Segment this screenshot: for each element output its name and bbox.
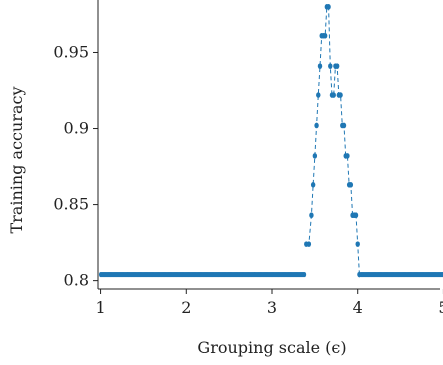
data-point <box>348 182 354 188</box>
axes <box>97 0 440 290</box>
y-tick-label: 0.95 <box>53 42 89 61</box>
y-tick-label: 0.85 <box>53 195 89 214</box>
data-point <box>357 271 362 278</box>
data-point <box>338 92 343 98</box>
data-point <box>317 63 323 69</box>
x-tick-label: 5 <box>438 298 443 317</box>
data-point <box>302 271 307 278</box>
data-point <box>316 92 321 98</box>
data-point <box>334 63 340 69</box>
data-series <box>98 4 443 278</box>
data-point <box>326 4 331 10</box>
data-point <box>312 153 318 159</box>
y-axis-title: Training accuracy <box>7 87 26 234</box>
data-point <box>310 182 316 188</box>
y-tick-label: 0.8 <box>64 271 89 290</box>
data-point <box>328 63 333 69</box>
data-point <box>341 122 347 129</box>
data-point <box>345 153 350 159</box>
data-point <box>322 32 328 39</box>
data-point <box>353 212 359 219</box>
baseline-points-right <box>359 271 443 278</box>
data-point <box>314 122 319 129</box>
data-point <box>309 212 314 219</box>
y-tick-label: 0.9 <box>64 119 89 138</box>
ticks: 1 2 3 4 5 0.8 0.85 0.9 0.95 <box>53 42 443 317</box>
series-line <box>306 6 360 275</box>
baseline-points-left <box>98 271 307 278</box>
x-tick-label: 1 <box>95 298 105 317</box>
x-tick-label: 2 <box>181 298 191 317</box>
data-point <box>355 241 360 247</box>
data-point <box>331 92 336 98</box>
data-point <box>306 241 312 247</box>
x-tick-label: 4 <box>353 298 363 317</box>
x-tick-label: 3 <box>267 298 277 317</box>
x-axis-title: Grouping scale (ϵ) <box>197 338 346 357</box>
